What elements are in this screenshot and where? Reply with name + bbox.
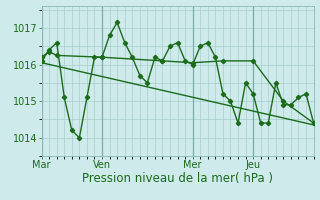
X-axis label: Pression niveau de la mer( hPa ): Pression niveau de la mer( hPa ) [82,172,273,185]
